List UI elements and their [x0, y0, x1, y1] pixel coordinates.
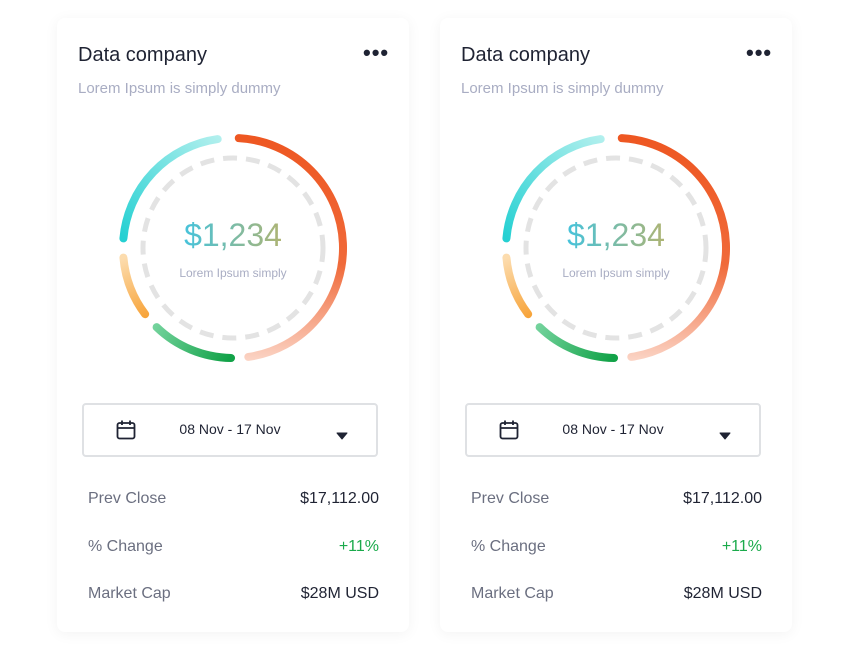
arc: [152, 323, 236, 362]
arc: [234, 134, 347, 361]
calendar-icon: [499, 420, 519, 445]
arc: [502, 253, 533, 319]
amount: $1,234: [57, 217, 409, 254]
amount-caption: Lorem Ipsum simply: [179, 266, 287, 280]
row-value: $17,112.00: [300, 490, 379, 507]
row-label: Market Cap: [471, 585, 554, 602]
caret-icon: [719, 427, 731, 445]
row-value: +11%: [721, 537, 762, 555]
dashed-ring: [523, 155, 709, 341]
dashed-ring: [140, 155, 326, 341]
row-value: $17,112.00: [683, 490, 762, 507]
row-value: $28M USD: [683, 585, 762, 602]
amount-caption: Lorem Ipsum simply: [562, 266, 670, 280]
card: Data company ••• Lorem Ipsum is simply dum…: [57, 18, 409, 632]
row-label: Prev Close: [88, 490, 167, 507]
row-value: +11%: [338, 537, 379, 555]
date-select[interactable]: 08 Nov - 17 Nov: [82, 403, 378, 457]
row-label: Prev Close: [471, 490, 550, 507]
arc: [535, 323, 619, 362]
arc: [502, 135, 605, 243]
row-label: Market Cap: [88, 585, 171, 602]
row-label: % Change: [471, 537, 546, 555]
donut: [119, 134, 347, 362]
row-label: % Change: [88, 537, 163, 555]
calendar-icon: [116, 420, 136, 445]
card-title: Data company: [78, 44, 207, 66]
donut: [502, 134, 730, 362]
arc: [119, 253, 150, 319]
date-range: 08 Nov - 17 Nov: [179, 421, 281, 437]
amount: $1,234: [440, 217, 792, 254]
more-menu[interactable]: •••: [746, 40, 773, 65]
caret-icon: [336, 427, 348, 445]
card: Data company ••• Lorem Ipsum is simply dum…: [440, 18, 792, 632]
more-menu[interactable]: •••: [363, 40, 390, 65]
date-range: 08 Nov - 17 Nov: [562, 421, 664, 437]
card-subtitle: Lorem Ipsum is simply dummy: [461, 80, 664, 97]
card-title: Data company: [461, 44, 590, 66]
arc: [617, 134, 730, 361]
row-value: $28M USD: [300, 585, 379, 602]
arc: [119, 135, 222, 243]
date-select[interactable]: 08 Nov - 17 Nov: [465, 403, 761, 457]
card-subtitle: Lorem Ipsum is simply dummy: [78, 80, 281, 97]
